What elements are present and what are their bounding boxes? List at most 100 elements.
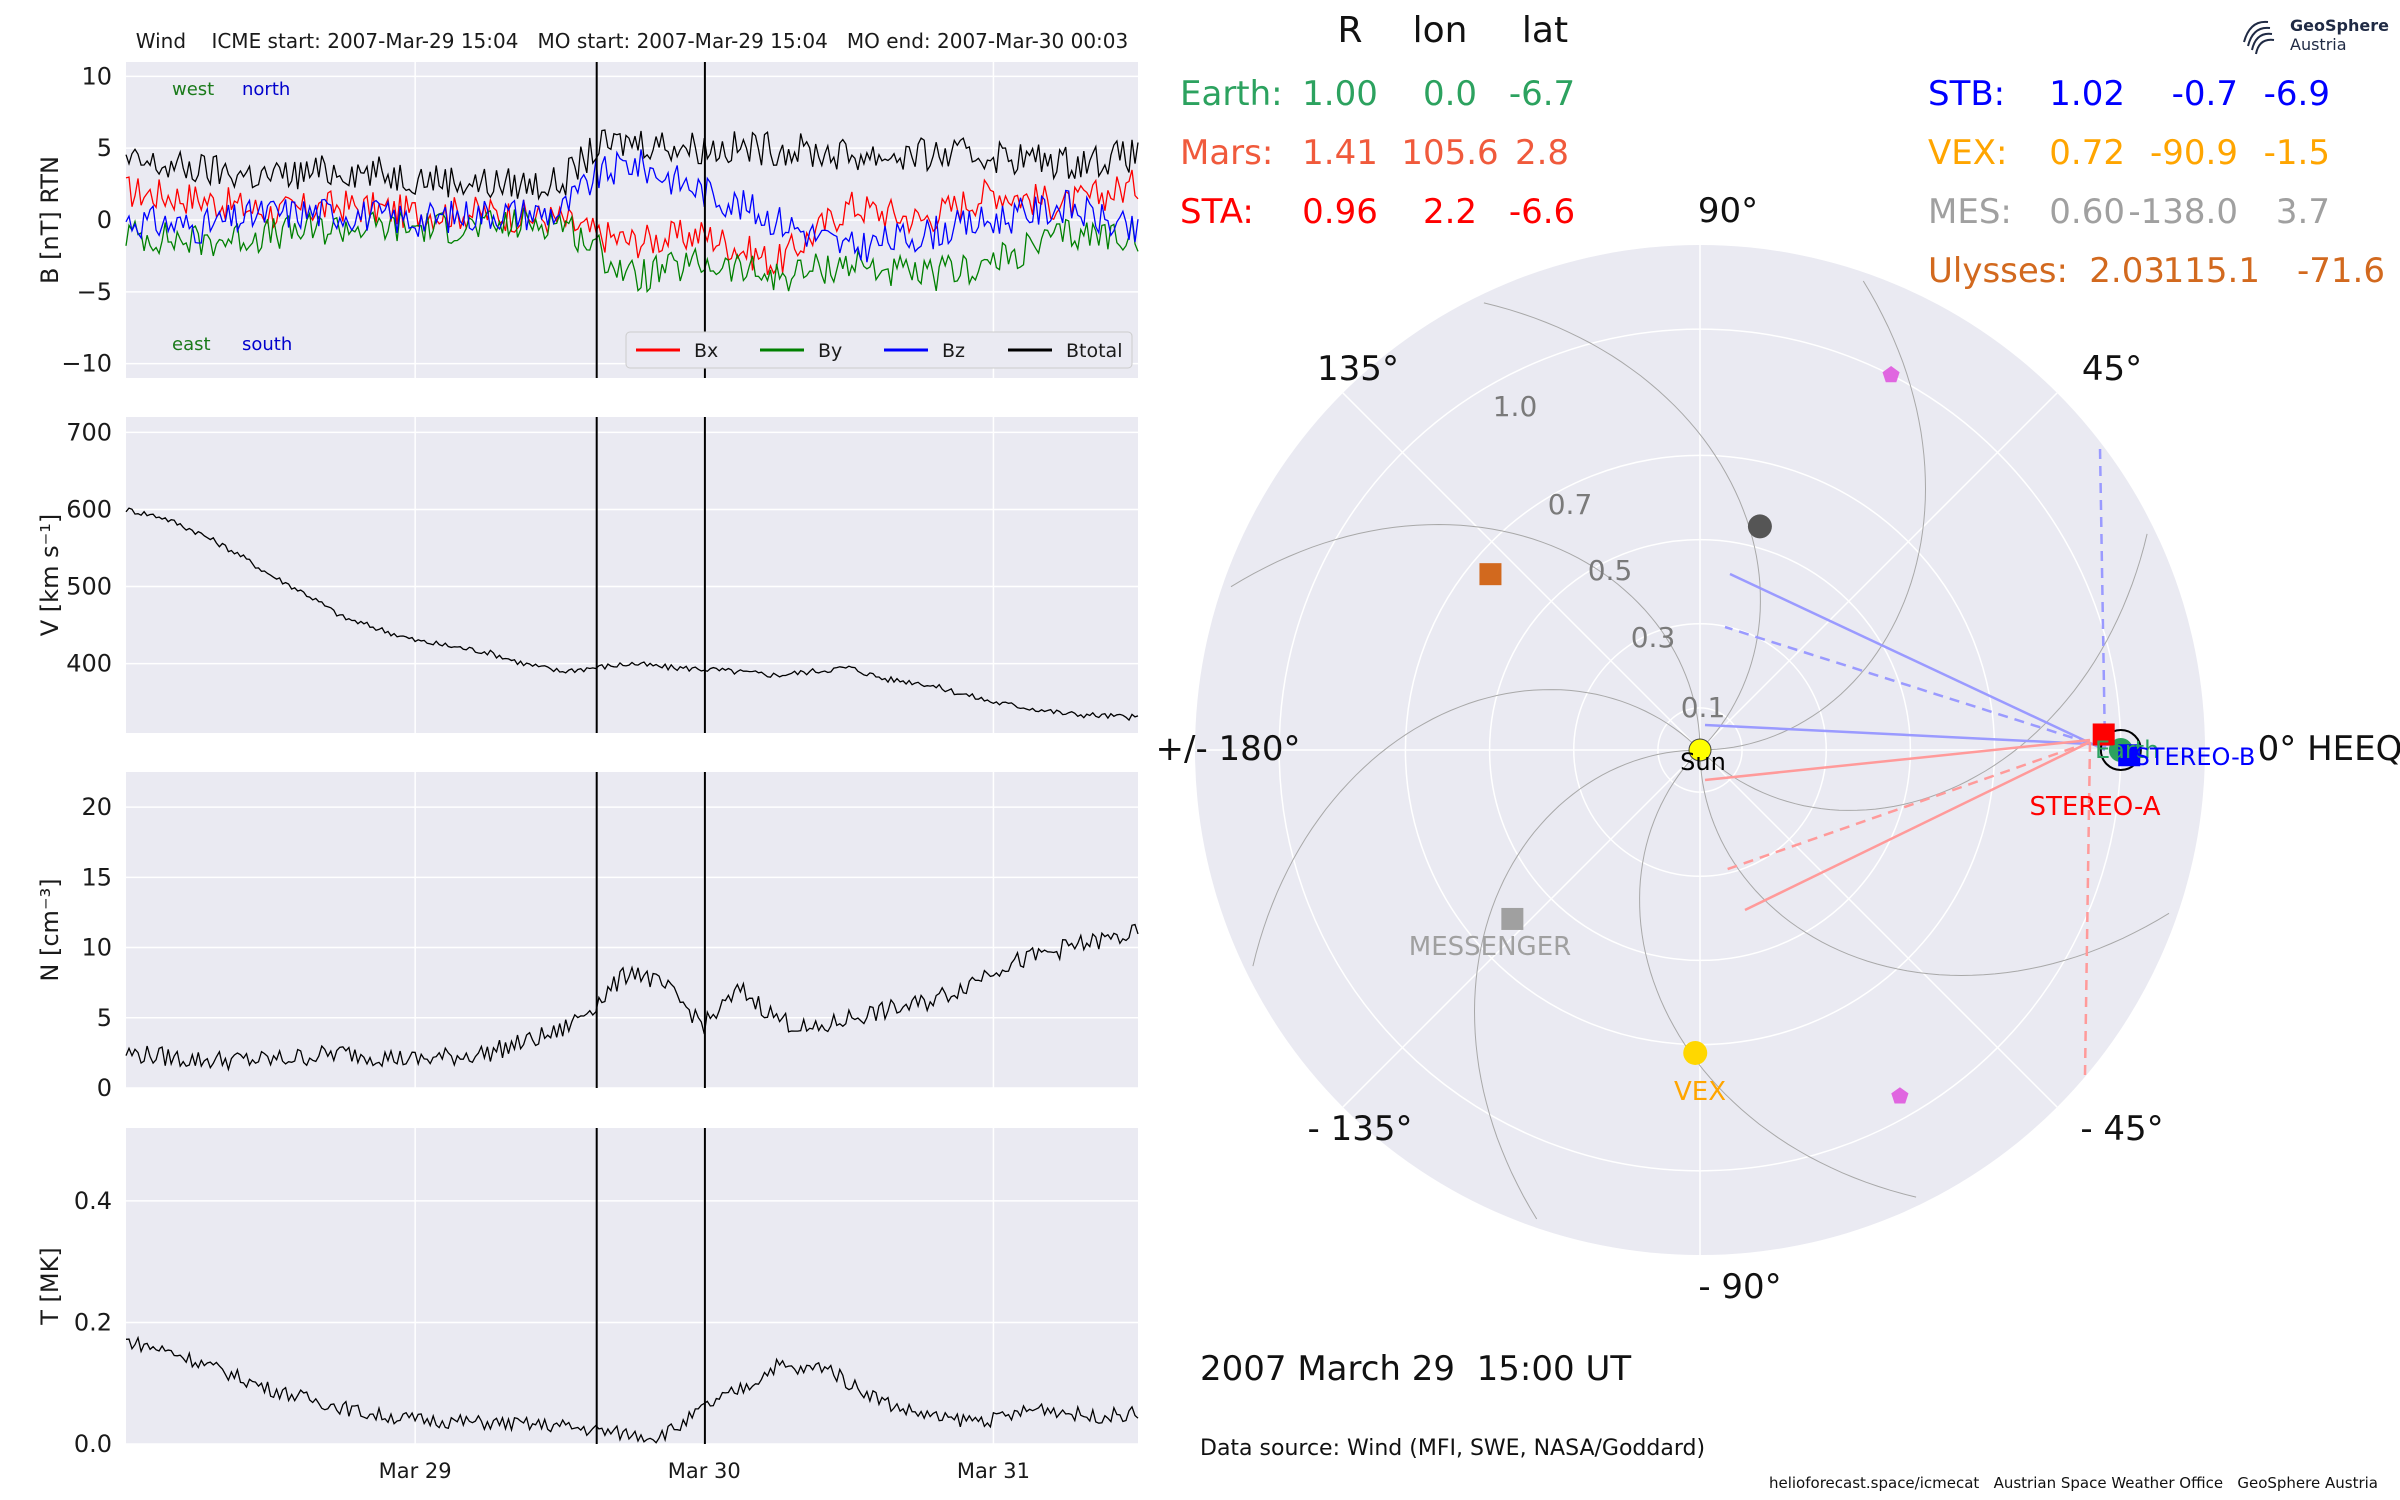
y-tick-label: 0.4: [74, 1187, 112, 1215]
angular-gridline: [1699, 749, 2058, 1108]
panel-3: 20 15 10 5 0 N [cm⁻³]: [36, 772, 1139, 1102]
legend-label-Bz: Bz: [942, 340, 965, 362]
theta-label: 90°: [1698, 191, 1758, 231]
annotation-north: north: [242, 79, 290, 100]
theta-label: - 135°: [1308, 1109, 1413, 1149]
y-axis-label: N [cm⁻³]: [36, 878, 64, 981]
event-title: Wind ICME start: 2007-Mar-29 15:04 MO st…: [136, 29, 1128, 53]
parker-spiral-line: [1699, 758, 2170, 977]
table-cell-lon: 0.0: [1423, 74, 1477, 114]
legend-label-Bx: Bx: [694, 340, 718, 362]
panel-background: [126, 1128, 1138, 1444]
y-axis-label: T [MK]: [36, 1247, 64, 1325]
table-row-name: Ulysses:: [1928, 251, 2068, 291]
parker-spiral-line: [1473, 749, 1692, 1220]
angular-gridline: [1699, 392, 2058, 751]
y-tick-label: 15: [81, 863, 112, 891]
table-cell-lon: -0.7: [2172, 74, 2238, 114]
body-label-vex: VEX: [1674, 1077, 1726, 1107]
y-tick-label: 0: [97, 206, 112, 234]
x-tick-label: Mar 30: [668, 1459, 741, 1483]
table-cell-lat: -6.6: [1509, 192, 1575, 232]
body-marker-object-8: [1882, 366, 1900, 383]
table-cell-r: 1.02: [2049, 74, 2125, 114]
table-header-lat: lat: [1522, 10, 1568, 51]
legend-label-By: By: [818, 340, 842, 362]
table-cell-lon: 115.1: [2163, 251, 2260, 291]
table-cell-lat: 3.7: [2276, 192, 2330, 232]
theta-label: +/- 180°: [1156, 729, 1301, 769]
parker-spiral-line: [1705, 533, 2148, 811]
plot-date: 2007 March 29 15:00 UT: [1200, 1349, 1631, 1389]
parker-spiral-line: [1252, 689, 1695, 967]
table-cell-r: 1.41: [1302, 133, 1378, 173]
table-cell-r: 2.03: [2089, 251, 2165, 291]
table-cell-lat: -6.7: [1509, 74, 1575, 114]
table-cell-lon: -138.0: [2128, 192, 2238, 232]
y-tick-label: 600: [66, 495, 112, 523]
geosphere-logo-icon: [2243, 20, 2275, 55]
y-tick-label: 700: [66, 418, 112, 446]
y-tick-label: −10: [61, 350, 112, 378]
table-cell-r: 0.60: [2049, 192, 2125, 232]
data-source: Data source: Wind (MFI, SWE, NASA/Goddar…: [1200, 1436, 1705, 1461]
earth-orbit-ring: [2099, 729, 2142, 771]
body-marker-messenger: [1501, 907, 1524, 930]
instrument-fov-line: [1724, 740, 2091, 872]
body-label-messenger: MESSENGER: [1409, 932, 1571, 962]
table-header-lon: lon: [1413, 10, 1468, 51]
table-cell-lon: 105.6: [1401, 133, 1498, 173]
body-marker-object-7: [1479, 563, 1502, 586]
table-cell-lon: -90.9: [2150, 133, 2238, 173]
table-cell-lat: -1.5: [2264, 133, 2330, 173]
position-table: R lon lat Earth: 1.00 0.0 -6.7 Mars: 1.41 105.…: [1180, 10, 2385, 291]
panel-4: 0.4 0.2 0.0 Mar 29 Mar 30 Mar 31 T [MK]: [36, 1128, 1139, 1483]
x-tick-label: Mar 29: [379, 1459, 452, 1483]
credits: helioforecast.space/icmecat Austrian Spa…: [1769, 1474, 2378, 1492]
body-label-sun: Sun: [1680, 748, 1726, 776]
series-line-Bz: [125, 149, 1139, 263]
body-marker-vex: [1683, 1040, 1708, 1065]
y-tick-label: 10: [81, 62, 112, 90]
instrument-fov-line: [1704, 723, 2111, 747]
legend: Bx By Bz Btotal: [625, 331, 1133, 369]
y-tick-label: −5: [77, 278, 112, 306]
table-cell-lat: -6.9: [2264, 74, 2330, 114]
annotation-south: south: [242, 334, 292, 355]
theta-label: - 45°: [2080, 1109, 2163, 1149]
geosphere-logo-text: GeoSphere Austria: [2290, 16, 2389, 54]
radius-label: 1.0: [1493, 390, 1538, 423]
body-label-earth: Earth: [2095, 736, 2159, 764]
table-cell-r: 0.72: [2049, 133, 2125, 173]
angular-gridline: [1342, 392, 1701, 751]
y-tick-label: 5: [97, 1004, 112, 1032]
theta-label: 135°: [1317, 349, 1399, 389]
radius-label: 0.7: [1548, 488, 1593, 521]
parker-spiral-line: [1639, 755, 1917, 1198]
radius-label: 0.5: [1588, 554, 1633, 587]
parker-spiral-line: [1483, 302, 1761, 745]
table-header-r: R: [1337, 10, 1362, 51]
table-row-name: MES:: [1928, 192, 2012, 232]
body-marker-stereo-b: [2118, 744, 2141, 767]
instrument-fov-line: [1704, 738, 2091, 782]
body-label-stereo-a: STEREO-A: [2029, 792, 2160, 822]
theta-label: 0° HEEQ: [2258, 729, 2400, 769]
y-tick-label: 5: [97, 134, 112, 162]
panel-background: [126, 417, 1138, 733]
radius-label: 0.1: [1681, 691, 1726, 724]
y-tick-label: 0.0: [74, 1430, 112, 1458]
table-row-name: STA:: [1180, 192, 1254, 232]
instrument-fov-line: [1744, 740, 2091, 912]
table-cell-r: 1.00: [1302, 74, 1378, 114]
table-cell-r: 0.96: [1302, 192, 1378, 232]
body-marker-object-6: [1747, 514, 1772, 539]
legend-box: [625, 331, 1133, 369]
x-tick-label: Mar 31: [957, 1459, 1030, 1483]
table-row-name: Earth:: [1180, 74, 1283, 114]
panel-background: [126, 772, 1138, 1088]
y-tick-label: 400: [66, 650, 112, 678]
